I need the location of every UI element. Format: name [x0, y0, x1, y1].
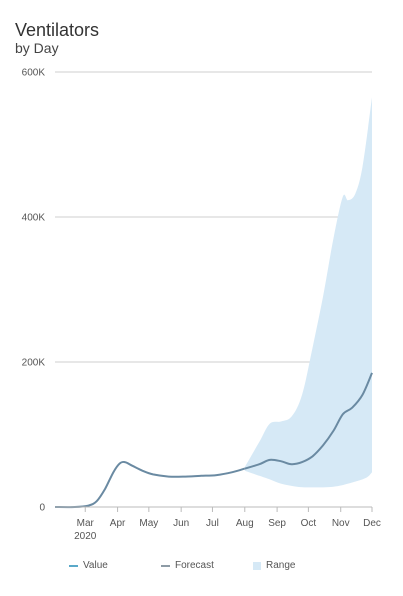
- x-tick-label: Jun: [173, 518, 189, 529]
- y-axis-ticks: 0 200K 400K 600K: [22, 68, 46, 514]
- x-tick-label: Aug: [236, 518, 254, 529]
- chart-title: Ventilators: [15, 20, 100, 40]
- x-tick-label: Jul: [206, 518, 219, 529]
- y-tick-label: 0: [39, 503, 45, 514]
- legend-label-value: Value: [83, 560, 108, 571]
- x-tick-label: Nov: [332, 518, 350, 529]
- x-tick-label: Dec: [363, 518, 381, 529]
- range-area: [244, 97, 372, 488]
- forecast-line: [244, 372, 373, 470]
- legend-swatch-value: [69, 564, 78, 567]
- x-tick-label: Oct: [301, 518, 317, 529]
- y-tick-label: 600K: [22, 68, 46, 79]
- legend-item-forecast[interactable]: Forecast: [161, 560, 214, 571]
- x-tick-sublabel: 2020: [74, 531, 97, 542]
- y-tick-label: 400K: [22, 213, 46, 224]
- x-tick-label: May: [139, 518, 158, 529]
- x-tick-label: Mar: [77, 518, 95, 529]
- x-axis-ticks: Mar 2020 Apr May Jun Jul Aug Sep Oct Nov Dec: [74, 507, 381, 542]
- x-tick-label: Apr: [110, 518, 126, 529]
- legend: Value Forecast Range: [0, 560, 403, 576]
- y-tick-label: 200K: [22, 358, 46, 369]
- legend-label-forecast: Forecast: [175, 560, 214, 571]
- legend-item-value[interactable]: Value: [69, 560, 108, 571]
- value-line: [54, 460, 246, 509]
- legend-label-range: Range: [266, 560, 296, 571]
- chart-subtitle: by Day: [15, 40, 59, 56]
- legend-swatch-range: [253, 561, 261, 570]
- legend-swatch-forecast: [161, 564, 170, 567]
- legend-item-range[interactable]: Range: [253, 560, 295, 571]
- x-tick-label: Sep: [268, 518, 286, 529]
